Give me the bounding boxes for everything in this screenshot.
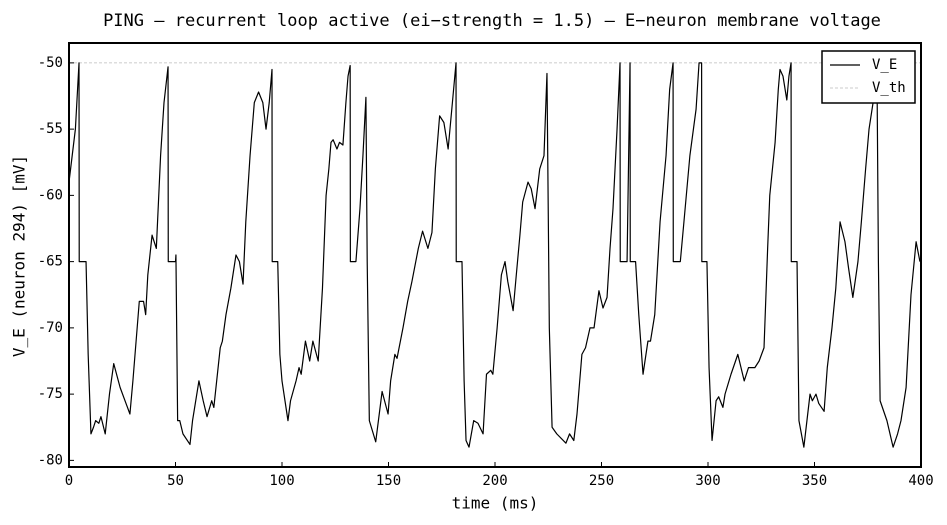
series-line <box>68 62 921 448</box>
y-tick-label: -70 <box>38 320 63 336</box>
x-tick-label: 200 <box>482 473 507 489</box>
x-tick-label: 300 <box>695 473 720 489</box>
x-axis-label: time (ms) <box>452 494 539 513</box>
chart-title: PING — recurrent loop active (ei−strengt… <box>103 11 881 31</box>
x-tick-label: 100 <box>269 473 294 489</box>
legend-label: V_th <box>872 80 906 96</box>
y-tick-label: -80 <box>38 452 63 468</box>
x-tick-label: 400 <box>908 473 933 489</box>
legend-box <box>821 50 916 104</box>
x-tick-label: 0 <box>65 473 73 489</box>
y-axis-label: V_E (neuron 294) [mV] <box>10 155 29 357</box>
x-tick-label: 50 <box>167 473 184 489</box>
y-tick-label: -50 <box>38 55 63 71</box>
x-tick-label: 150 <box>376 473 401 489</box>
plot-frame <box>68 42 922 468</box>
x-tick-label: 250 <box>589 473 614 489</box>
x-tick-label: 350 <box>802 473 827 489</box>
y-tick-label: -55 <box>38 121 63 137</box>
y-tick-label: -65 <box>38 254 63 270</box>
y-tick-label: -60 <box>38 187 63 203</box>
y-tick-label: -75 <box>38 386 63 402</box>
legend-label: V_E <box>872 57 897 73</box>
